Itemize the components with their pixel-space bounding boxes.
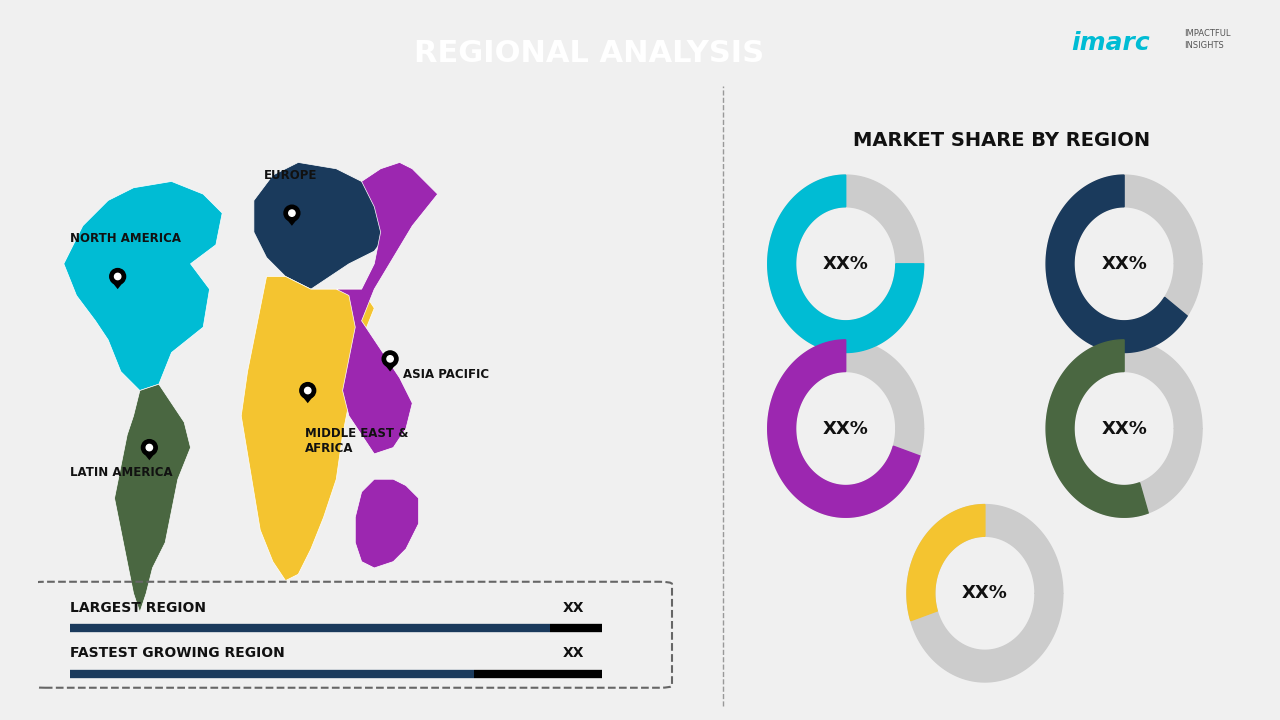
Text: FASTEST GROWING REGION: FASTEST GROWING REGION [70, 646, 285, 660]
Polygon shape [253, 163, 393, 289]
Text: XX%: XX% [823, 255, 869, 273]
Circle shape [289, 210, 296, 216]
Polygon shape [1046, 175, 1202, 353]
Circle shape [284, 205, 300, 221]
Circle shape [114, 274, 120, 279]
Polygon shape [384, 364, 397, 372]
Polygon shape [337, 163, 438, 454]
Polygon shape [356, 480, 419, 568]
Polygon shape [114, 384, 191, 612]
Text: REGIONAL ANALYSIS: REGIONAL ANALYSIS [413, 40, 764, 68]
Circle shape [110, 269, 125, 284]
Polygon shape [768, 175, 924, 353]
Polygon shape [768, 175, 924, 353]
Polygon shape [111, 282, 124, 289]
Circle shape [146, 444, 152, 451]
Polygon shape [241, 276, 374, 580]
Text: MARKET SHARE BY REGION: MARKET SHARE BY REGION [852, 131, 1151, 150]
Text: XX: XX [563, 646, 585, 660]
Text: MIDDLE EAST &
AFRICA: MIDDLE EAST & AFRICA [305, 427, 408, 455]
Text: IMPACTFUL
INSIGHTS: IMPACTFUL INSIGHTS [1184, 30, 1231, 50]
Circle shape [387, 356, 393, 362]
Polygon shape [301, 395, 314, 403]
Circle shape [305, 387, 311, 394]
Polygon shape [64, 181, 223, 390]
Circle shape [383, 351, 398, 366]
Polygon shape [285, 218, 298, 226]
Text: XX%: XX% [963, 584, 1007, 602]
Text: EUROPE: EUROPE [264, 168, 316, 181]
Polygon shape [143, 452, 156, 460]
Text: NORTH AMERICA: NORTH AMERICA [70, 232, 182, 245]
Circle shape [300, 382, 316, 398]
Text: XX%: XX% [1101, 255, 1147, 273]
Text: ASIA PACIFIC: ASIA PACIFIC [403, 368, 489, 381]
Polygon shape [1046, 175, 1187, 353]
Text: LARGEST REGION: LARGEST REGION [70, 601, 206, 616]
Text: LATIN AMERICA: LATIN AMERICA [70, 467, 173, 480]
Text: imarc: imarc [1071, 31, 1151, 55]
Text: XX%: XX% [1101, 420, 1147, 438]
Polygon shape [768, 340, 920, 517]
Polygon shape [768, 340, 924, 517]
Text: XX: XX [563, 601, 585, 616]
Circle shape [141, 440, 157, 456]
Polygon shape [1046, 340, 1148, 517]
Polygon shape [908, 505, 984, 621]
Polygon shape [908, 505, 1062, 682]
Polygon shape [1046, 340, 1202, 517]
Text: XX%: XX% [823, 420, 869, 438]
